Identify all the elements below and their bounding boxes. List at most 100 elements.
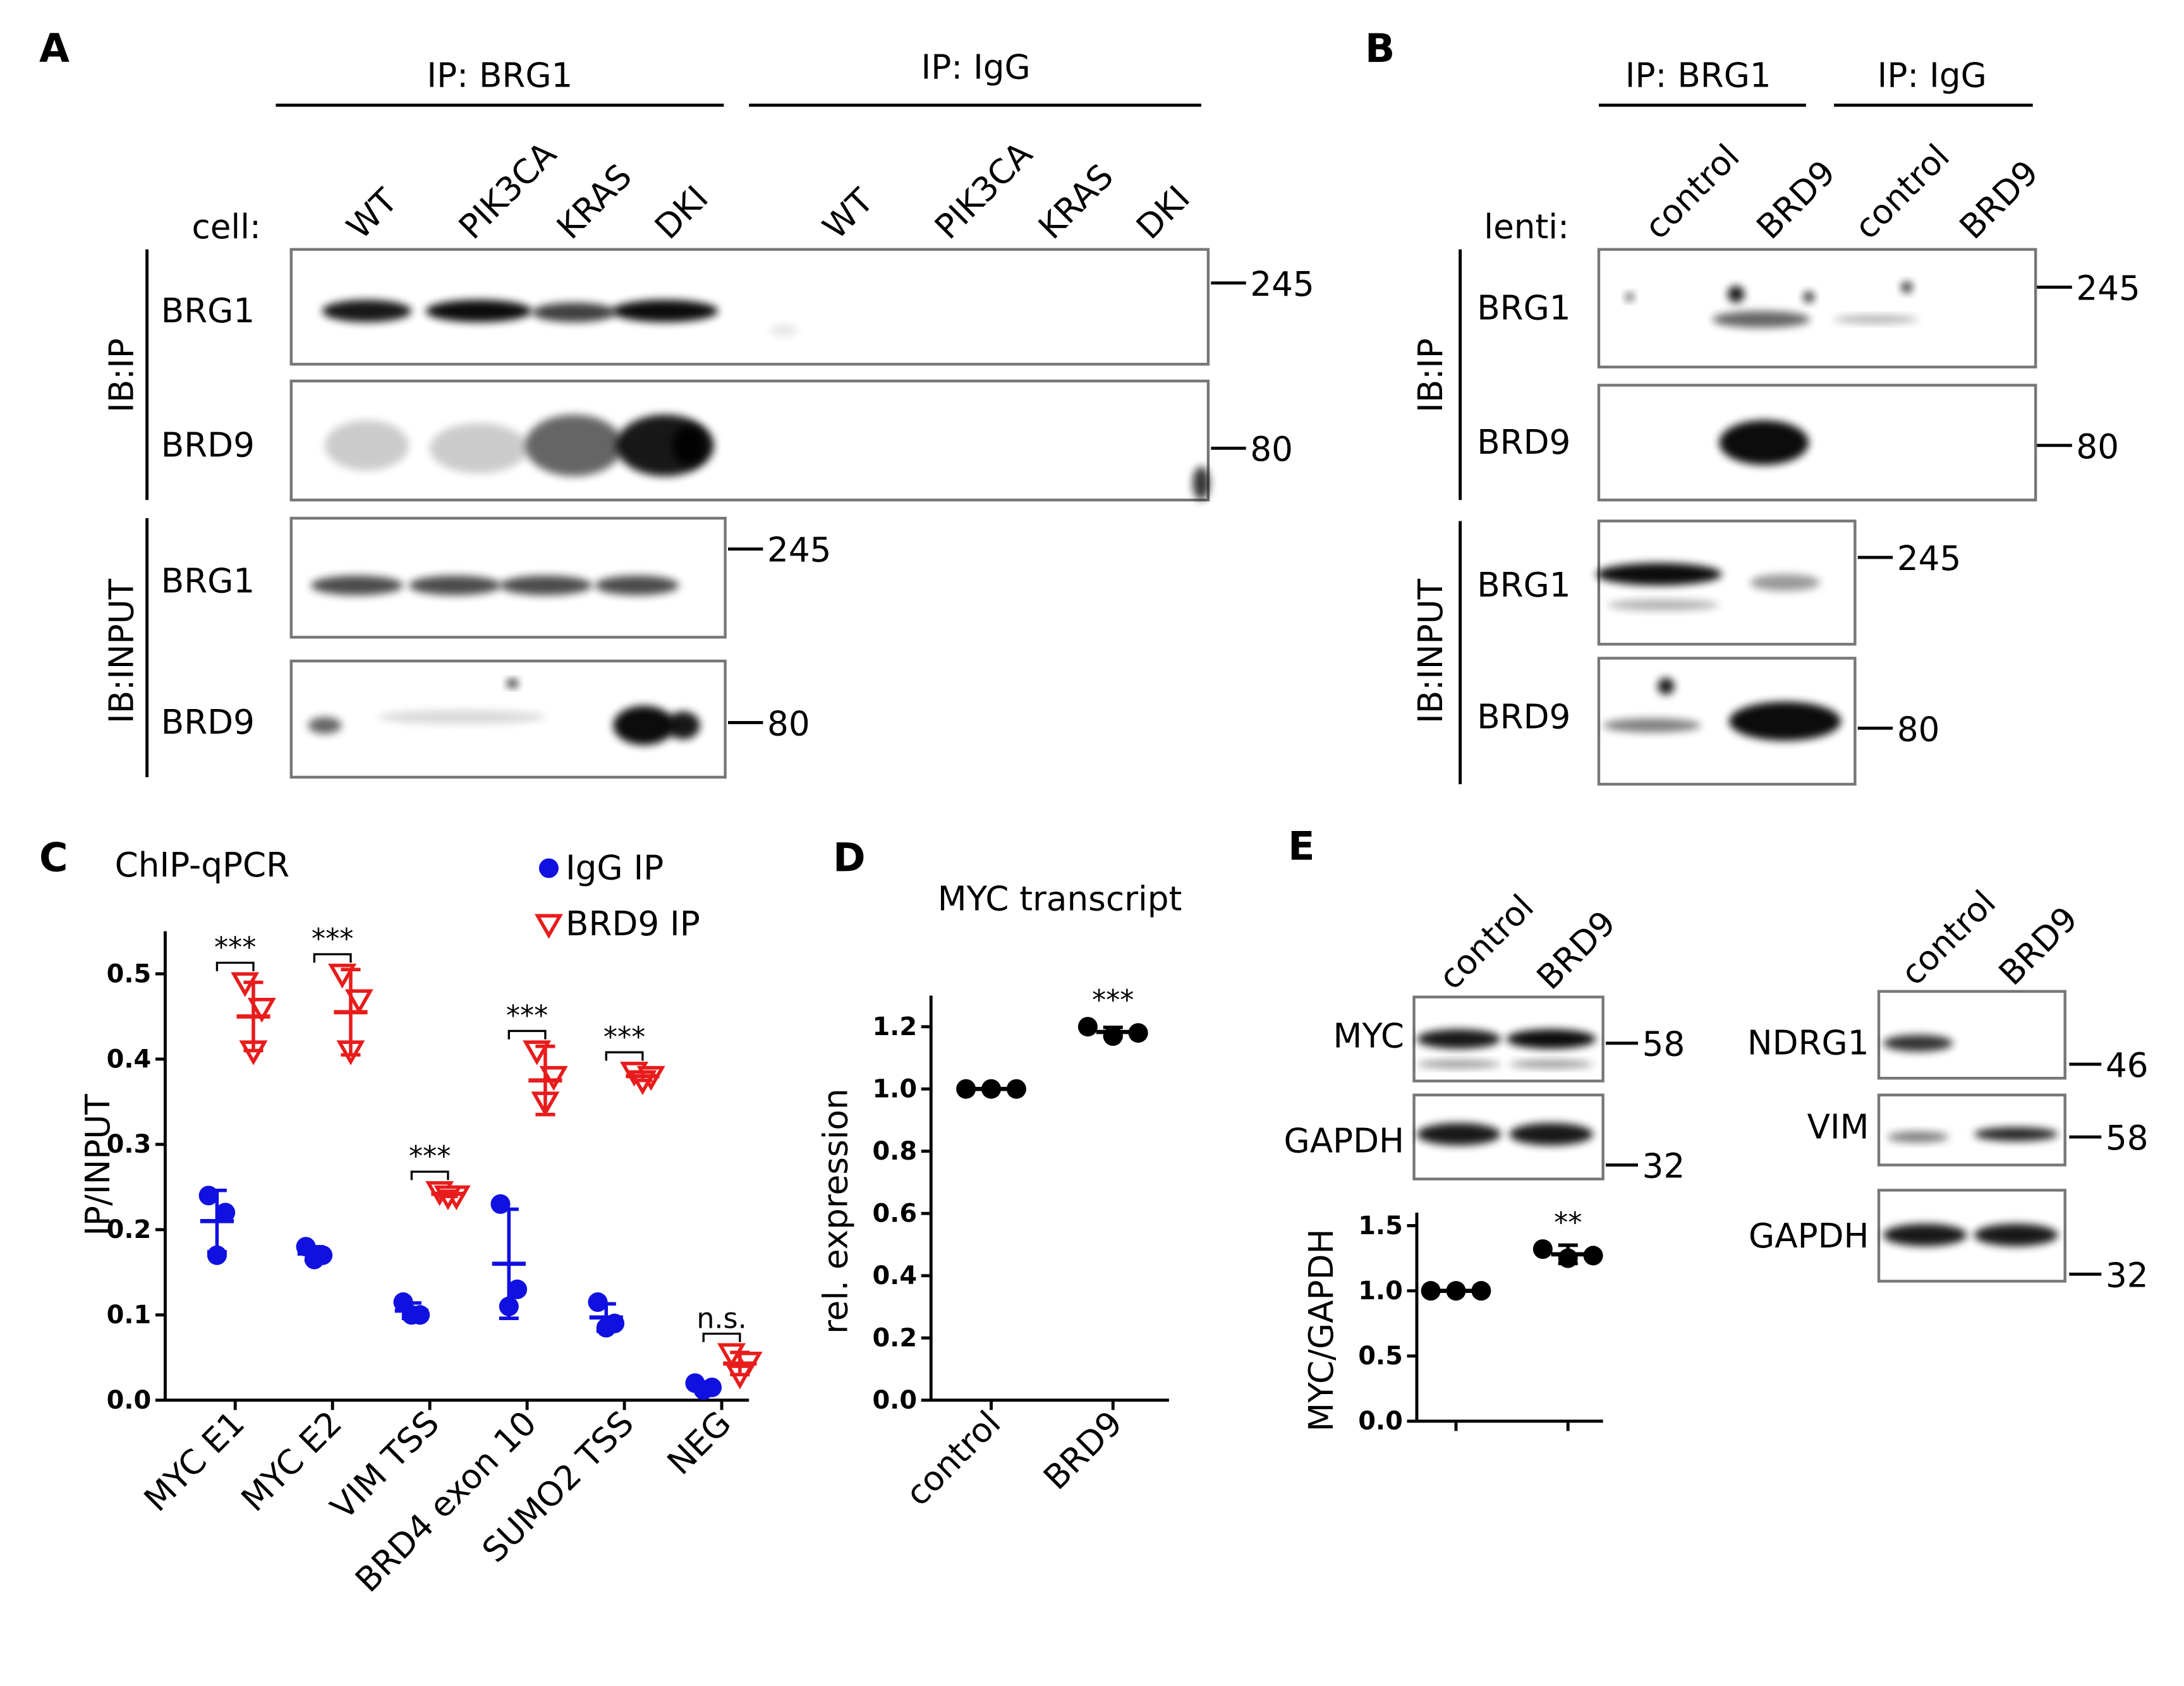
blot-band xyxy=(1625,293,1634,301)
panel-letter: D xyxy=(833,834,865,880)
legend-label: IgG IP xyxy=(566,849,664,888)
lane-label: DKI xyxy=(1129,178,1198,247)
y-tick-label: 0.5 xyxy=(107,959,152,988)
blot-panel xyxy=(289,379,1210,502)
blot-panel xyxy=(1877,990,2066,1080)
significance-bracket xyxy=(507,1029,547,1040)
row-label: BRG1 xyxy=(1477,288,1570,327)
size-marker: 46 xyxy=(2106,1046,2149,1085)
lane-prefix: lenti: xyxy=(1484,207,1569,246)
y-tick-label: 0.2 xyxy=(872,1324,917,1353)
blot-band xyxy=(525,415,623,476)
y-tick-label: 0.5 xyxy=(1358,1342,1403,1371)
blot-band xyxy=(1883,1223,1967,1247)
row-label: GAPDH xyxy=(1284,1122,1405,1161)
y-tick-label: 1.0 xyxy=(1358,1277,1403,1306)
lane-label: BRD9 xyxy=(1529,903,1623,997)
size-marker: 80 xyxy=(1897,710,1940,749)
size-marker: 80 xyxy=(1250,430,1293,469)
significance-bracket xyxy=(410,1170,449,1180)
chart-title: MYC transcript xyxy=(938,879,1182,918)
row-label: VIM xyxy=(1807,1107,1869,1146)
group-label: IP: BRG1 xyxy=(1625,56,1771,95)
size-marker: 58 xyxy=(2106,1119,2149,1158)
size-marker: 245 xyxy=(767,531,831,570)
size-marker: 80 xyxy=(767,704,810,743)
blot-band xyxy=(1901,281,1913,293)
significance-bracket xyxy=(605,1051,644,1061)
data-point xyxy=(215,1203,236,1223)
blot-band xyxy=(1750,574,1820,591)
size-marker: 32 xyxy=(2106,1256,2149,1295)
ib-label: IB:INPUT xyxy=(102,579,141,724)
annotation: *** xyxy=(409,1141,451,1173)
lane-label: control xyxy=(1847,136,1957,246)
annotation: ** xyxy=(1554,1207,1582,1239)
data-point xyxy=(1128,1023,1148,1043)
data-point xyxy=(247,997,276,1023)
blot-band xyxy=(1192,466,1210,500)
significance-bracket xyxy=(313,953,352,963)
blot-band xyxy=(1416,1123,1501,1146)
lane-label: BRD9 xyxy=(1952,153,2046,247)
blot-band xyxy=(1596,562,1722,586)
ib-label: IB:IP xyxy=(102,338,141,413)
data-point xyxy=(956,1079,976,1099)
y-tick-label: 0.0 xyxy=(1358,1407,1403,1436)
blot-band xyxy=(425,300,532,322)
blot-band xyxy=(1834,315,1919,324)
lane-prefix: cell: xyxy=(192,207,261,246)
group-label: IP: IgG xyxy=(921,47,1031,87)
blot-band xyxy=(1509,1123,1594,1146)
group-label: IP: IgG xyxy=(1878,56,1987,95)
lane-label: WT xyxy=(339,181,405,246)
blot-band xyxy=(322,300,412,322)
row-label: GAPDH xyxy=(1749,1216,1869,1256)
lane-label: DKI xyxy=(647,178,716,247)
significance-bracket xyxy=(215,961,255,971)
blot-band xyxy=(1974,1127,2058,1141)
blot-band xyxy=(613,705,675,745)
y-tick-label: 0.4 xyxy=(107,1045,152,1074)
blot-band xyxy=(595,575,679,595)
data-point xyxy=(1077,1017,1098,1037)
blot-panel xyxy=(289,248,1210,366)
x-tick-label: NEG xyxy=(660,1404,739,1483)
row-label: BRD9 xyxy=(1477,423,1570,462)
blot-band xyxy=(308,717,342,734)
data-point xyxy=(1006,1079,1026,1099)
annotation: *** xyxy=(214,932,256,964)
lane-label: KRAS xyxy=(1031,157,1121,247)
annotation: n.s. xyxy=(696,1303,746,1335)
size-marker: 32 xyxy=(1642,1146,1685,1186)
row-label: BRD9 xyxy=(1477,697,1570,736)
data-point xyxy=(1532,1239,1553,1259)
blot-band xyxy=(1416,1029,1501,1049)
y-tick-label: 1.5 xyxy=(1358,1211,1403,1240)
data-point xyxy=(1471,1281,1491,1301)
x-tick-label: MYC E1 xyxy=(136,1404,252,1519)
row-label: BRD9 xyxy=(161,426,255,465)
data-point xyxy=(539,1065,568,1091)
size-marker: 58 xyxy=(1642,1025,1685,1064)
blot-band xyxy=(612,300,719,322)
blot-band xyxy=(1974,1223,2058,1247)
blot-band xyxy=(1509,1060,1594,1069)
group-label: IP: BRG1 xyxy=(427,56,573,95)
lane-label: PIK3CA xyxy=(451,134,564,246)
annotation: *** xyxy=(506,1000,548,1033)
row-label: BRD9 xyxy=(161,703,255,742)
blot-band xyxy=(1803,291,1815,303)
row-label: MYC xyxy=(1333,1016,1404,1055)
blot-panel xyxy=(1597,384,2037,502)
y-tick-label: 0.0 xyxy=(872,1386,917,1415)
legend-marker xyxy=(538,858,559,878)
annotation: *** xyxy=(1092,985,1134,1017)
annotation: *** xyxy=(604,1021,645,1053)
y-tick-label: 0.1 xyxy=(107,1301,152,1330)
blot-band xyxy=(408,575,502,595)
blot-panel xyxy=(1597,248,2037,368)
blot-band xyxy=(1712,311,1811,328)
